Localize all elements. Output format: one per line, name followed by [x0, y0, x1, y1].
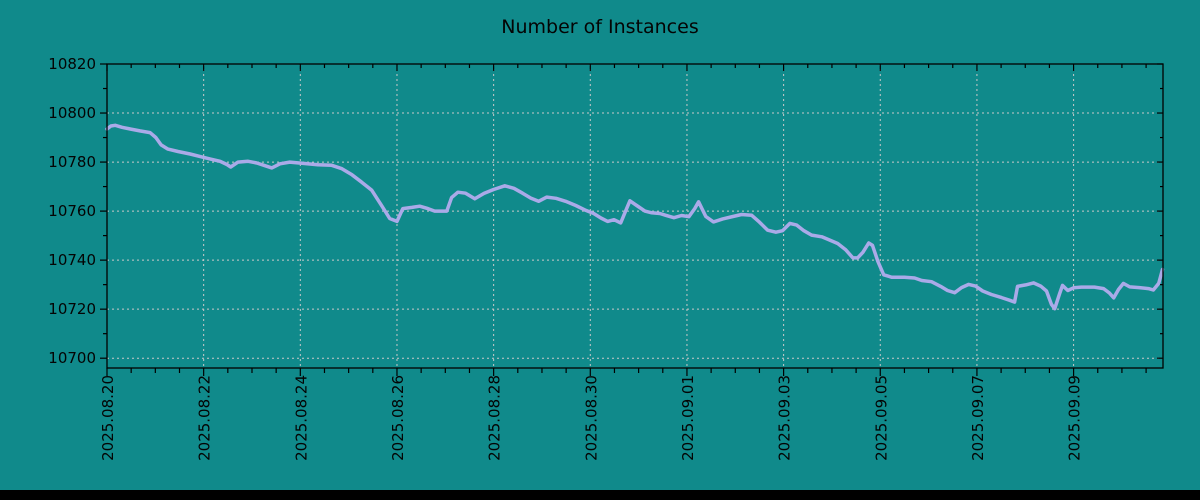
x-tick-label: 2025.09.03: [776, 375, 794, 461]
x-tick-label: 2025.08.20: [99, 375, 117, 461]
x-tick-label: 2025.08.30: [582, 375, 600, 461]
x-tick-label: 2025.09.01: [679, 375, 697, 461]
x-tick-labels: 2025.08.20 2025.08.22 2025.08.24 2025.08.26…: [99, 375, 1084, 461]
y-tick-label: 10760: [48, 202, 96, 220]
y-tick-label: 10700: [48, 349, 96, 367]
plot-frame: [106, 63, 1164, 369]
y-tick-label: 10780: [48, 153, 96, 171]
x-tick-label: 2025.09.07: [969, 375, 987, 461]
bottom-edge-bar: [0, 490, 1200, 500]
grid-lines: [106, 63, 1163, 368]
axis-ticks: [100, 63, 1163, 376]
x-tick-label: 2025.09.09: [1066, 375, 1084, 461]
x-tick-label: 2025.08.26: [389, 375, 407, 461]
y-tick-label: 10820: [48, 55, 96, 73]
chart-title: Number of Instances: [501, 16, 699, 38]
data-line-instances: [105, 123, 1165, 311]
x-tick-label: 2025.08.22: [196, 375, 214, 461]
y-tick-label: 10720: [48, 300, 96, 318]
x-tick-label: 2025.09.05: [872, 375, 890, 461]
y-tick-labels: 10700 10720 10740 10760 10780 10800 10820: [48, 55, 96, 367]
y-tick-label: 10740: [48, 251, 96, 269]
x-tick-label: 2025.08.24: [292, 375, 310, 461]
data-series: [105, 123, 1165, 311]
y-tick-label: 10800: [48, 104, 96, 122]
x-tick-label: 2025.08.28: [486, 375, 504, 461]
